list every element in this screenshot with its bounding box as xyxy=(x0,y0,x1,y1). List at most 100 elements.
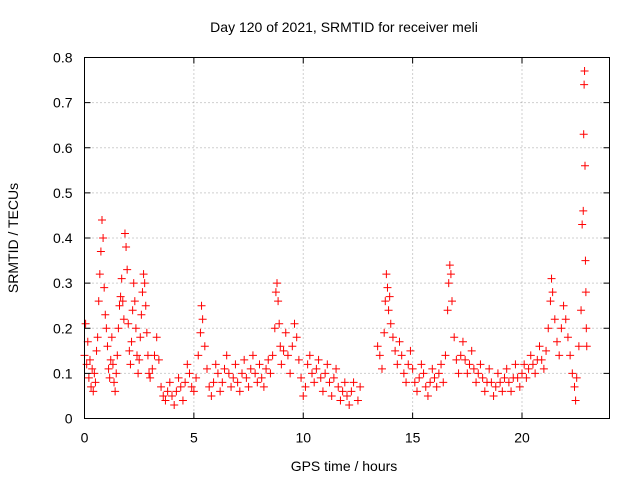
data-point xyxy=(345,400,354,409)
data-point xyxy=(581,256,590,265)
data-point xyxy=(467,346,476,355)
data-point xyxy=(157,382,166,391)
x-tick-label: 15 xyxy=(405,430,421,446)
data-point xyxy=(566,351,575,360)
data-point xyxy=(406,346,415,355)
data-point xyxy=(520,360,529,369)
data-point xyxy=(445,261,454,270)
data-point xyxy=(273,279,281,288)
data-point xyxy=(563,333,572,342)
data-point xyxy=(276,342,285,351)
data-point xyxy=(343,391,351,400)
data-point xyxy=(99,234,108,242)
data-point xyxy=(347,387,356,396)
data-point xyxy=(572,373,581,382)
data-point xyxy=(463,369,472,378)
data-point xyxy=(500,373,509,382)
data-point xyxy=(454,369,463,378)
data-point xyxy=(458,337,467,346)
data-point xyxy=(183,360,192,369)
data-point xyxy=(421,382,430,391)
data-point xyxy=(91,378,100,387)
data-point xyxy=(257,373,266,382)
data-point xyxy=(231,360,240,369)
data-point xyxy=(168,391,176,400)
data-point xyxy=(502,364,511,373)
data-point xyxy=(220,364,229,373)
data-point xyxy=(408,364,417,373)
data-point xyxy=(448,297,456,306)
data-point xyxy=(577,306,586,315)
data-point xyxy=(417,360,426,369)
data-point xyxy=(571,396,580,405)
data-point xyxy=(404,360,413,369)
data-point xyxy=(349,378,358,387)
data-point xyxy=(356,382,365,391)
data-point xyxy=(159,391,168,400)
data-point xyxy=(83,337,92,346)
y-axis-label: SRMTID / TECUs xyxy=(5,183,21,293)
data-point xyxy=(314,355,323,364)
x-tick-label: 0 xyxy=(81,430,89,446)
data-point xyxy=(264,355,273,364)
data-point xyxy=(498,387,507,396)
data-point xyxy=(176,382,185,391)
data-point xyxy=(288,342,297,351)
data-point xyxy=(229,373,238,382)
data-point xyxy=(253,378,262,387)
data-point xyxy=(397,351,406,360)
data-point xyxy=(338,387,347,396)
data-point xyxy=(555,351,564,360)
data-point xyxy=(187,382,196,391)
data-point xyxy=(85,355,94,364)
data-point xyxy=(301,382,310,391)
data-point xyxy=(423,391,432,400)
data-point xyxy=(557,324,566,333)
data-point xyxy=(428,364,437,373)
data-point xyxy=(107,333,116,342)
data-point xyxy=(172,387,181,396)
data-point xyxy=(98,215,106,224)
data-point xyxy=(318,387,327,396)
data-point xyxy=(136,333,145,342)
data-point xyxy=(559,301,568,310)
data-point xyxy=(450,333,459,342)
data-point xyxy=(327,391,336,400)
data-point xyxy=(101,310,110,319)
data-point xyxy=(138,288,147,297)
data-point xyxy=(145,369,154,378)
data-point xyxy=(165,378,174,387)
data-point xyxy=(114,324,123,333)
data-point xyxy=(96,247,105,256)
y-tick-label: 0.2 xyxy=(53,320,73,336)
data-point xyxy=(125,346,134,355)
data-point xyxy=(580,80,589,89)
data-point xyxy=(174,373,183,382)
data-point xyxy=(102,324,111,333)
data-point xyxy=(127,337,136,346)
data-point xyxy=(378,364,386,373)
data-point xyxy=(522,373,531,382)
data-point xyxy=(383,283,392,292)
data-point xyxy=(133,351,141,360)
data-point xyxy=(211,360,220,369)
data-point xyxy=(111,387,120,396)
data-point xyxy=(251,369,260,378)
data-point xyxy=(504,378,513,387)
data-point xyxy=(185,369,194,378)
data-point xyxy=(130,297,139,306)
data-point xyxy=(90,369,99,378)
data-point xyxy=(259,382,268,391)
data-point xyxy=(581,161,589,170)
data-point xyxy=(382,270,391,279)
data-point xyxy=(110,378,119,387)
data-point xyxy=(198,315,207,324)
y-tick-label: 0.3 xyxy=(53,275,73,291)
data-point xyxy=(290,319,299,328)
data-point xyxy=(200,342,209,351)
data-point xyxy=(92,346,101,355)
data-point xyxy=(487,378,496,387)
y-tick-label: 0.4 xyxy=(53,230,73,246)
data-point xyxy=(123,265,132,274)
